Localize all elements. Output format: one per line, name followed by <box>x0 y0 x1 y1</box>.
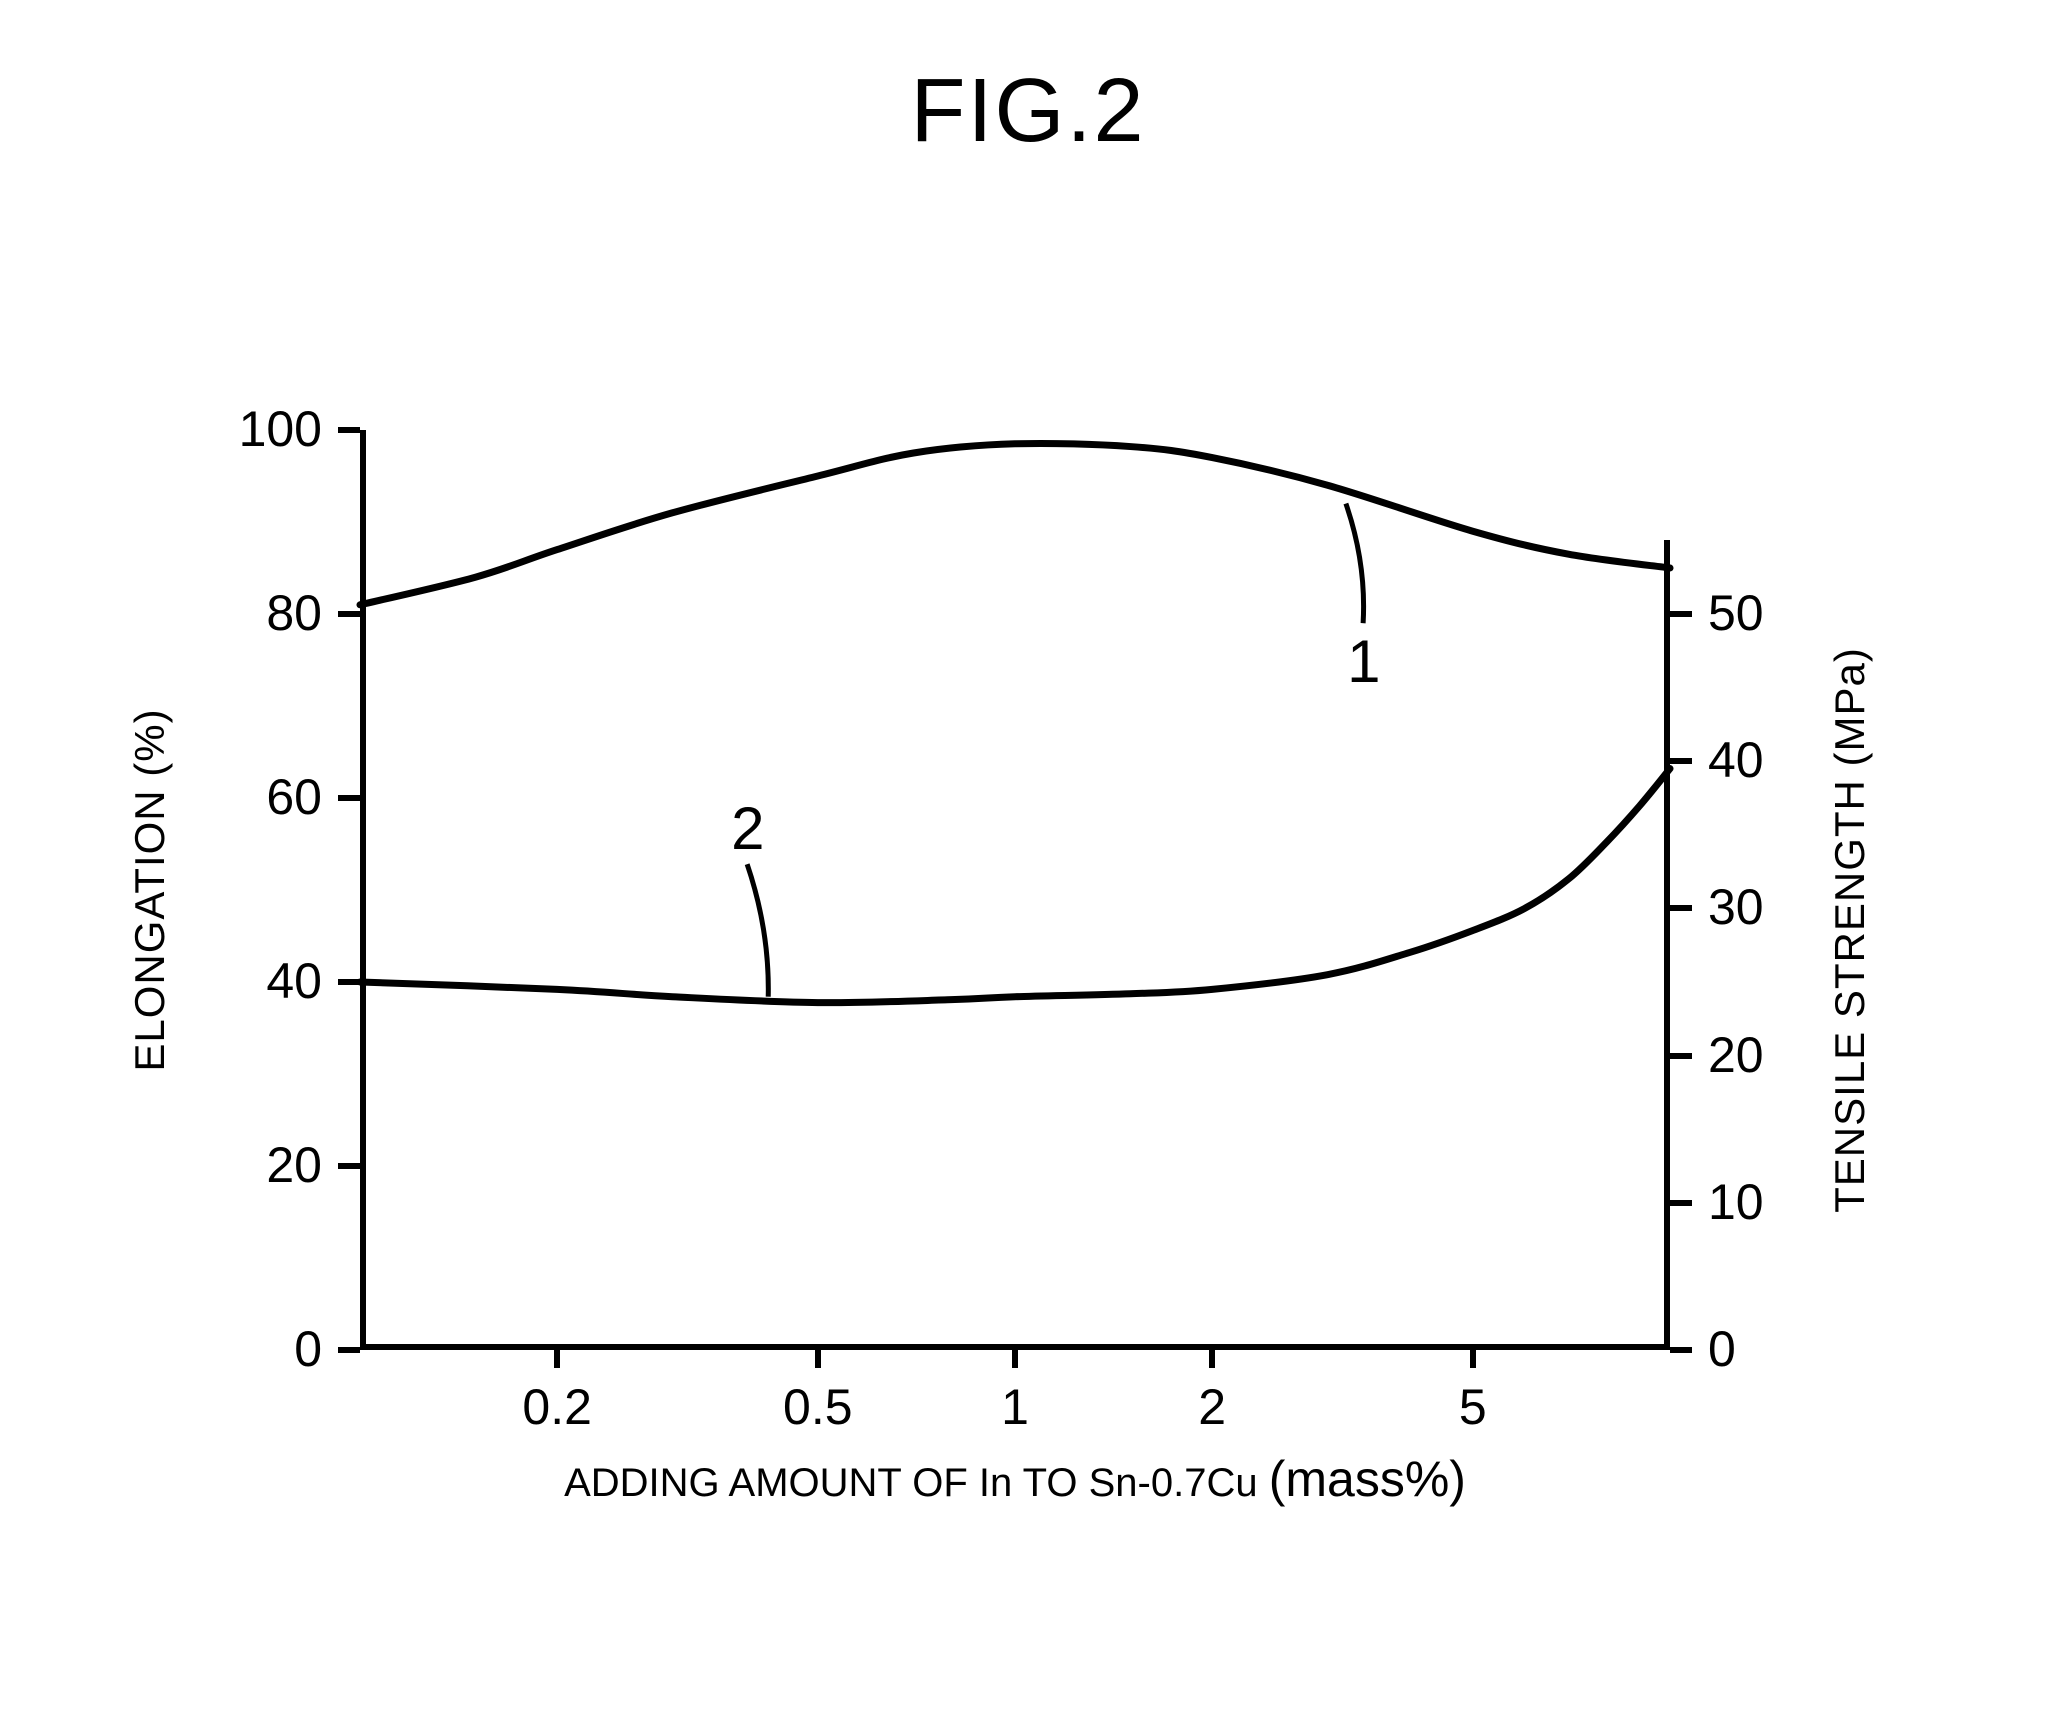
ytick-left-label: 40 <box>162 952 322 1010</box>
figure-title: FIG.2 <box>0 60 2056 163</box>
ytick-left <box>338 795 360 801</box>
ytick-right-label: 20 <box>1708 1026 1764 1084</box>
ytick-right <box>1670 1053 1692 1059</box>
ytick-right <box>1670 1347 1692 1353</box>
xtick-label: 5 <box>1413 1378 1533 1436</box>
xtick <box>1012 1350 1018 1368</box>
plot-area: 020406080100010203040500.20.512512 <box>360 430 1670 1350</box>
x-axis-label-text: ADDING AMOUNT OF In TO Sn-0.7Cu <box>564 1461 1269 1505</box>
ytick-left <box>338 611 360 617</box>
ytick-left-label: 100 <box>162 400 322 458</box>
ytick-left <box>338 427 360 433</box>
ytick-right <box>1670 905 1692 911</box>
y-axis-right-line <box>1664 540 1670 1350</box>
ytick-left-label: 0 <box>162 1320 322 1378</box>
xtick <box>554 1350 560 1368</box>
x-axis-label-unit: (mass%) <box>1269 1451 1466 1507</box>
xtick-label: 2 <box>1152 1378 1272 1436</box>
ytick-right-label: 10 <box>1708 1173 1764 1231</box>
series-label-elongation: 1 <box>1347 627 1380 696</box>
y-axis-right-label: TENSILE STRENGTH (MPa) <box>1826 647 1874 1213</box>
ytick-right-label: 50 <box>1708 584 1764 642</box>
ytick-right <box>1670 1200 1692 1206</box>
y-axis-left-label: ELONGATION (%) <box>126 708 174 1071</box>
series-elongation <box>360 443 1670 604</box>
xtick <box>1209 1350 1215 1368</box>
series-label-tensile-strength: 2 <box>731 794 764 863</box>
curves-svg <box>360 430 1670 1350</box>
xtick-label: 0.2 <box>497 1378 617 1436</box>
ytick-right <box>1670 758 1692 764</box>
y-axis-left-line <box>360 430 366 1350</box>
series-pointer-tensile-strength <box>747 864 768 996</box>
ytick-left-label: 80 <box>162 584 322 642</box>
series-pointer-elongation <box>1346 504 1364 624</box>
ytick-left <box>338 979 360 985</box>
ytick-right-label: 30 <box>1708 878 1764 936</box>
ytick-left <box>338 1163 360 1169</box>
series-tensile-strength <box>360 769 1670 1003</box>
ytick-left-label: 60 <box>162 768 322 826</box>
ytick-right <box>1670 611 1692 617</box>
ytick-right-label: 40 <box>1708 731 1764 789</box>
xtick <box>815 1350 821 1368</box>
xtick <box>1470 1350 1476 1368</box>
ytick-right-label: 0 <box>1708 1320 1736 1378</box>
ytick-left-label: 20 <box>162 1136 322 1194</box>
x-axis-label: ADDING AMOUNT OF In TO Sn-0.7Cu (mass%) <box>564 1450 1466 1508</box>
xtick-label: 0.5 <box>758 1378 878 1436</box>
ytick-left <box>338 1347 360 1353</box>
xtick-label: 1 <box>955 1378 1075 1436</box>
